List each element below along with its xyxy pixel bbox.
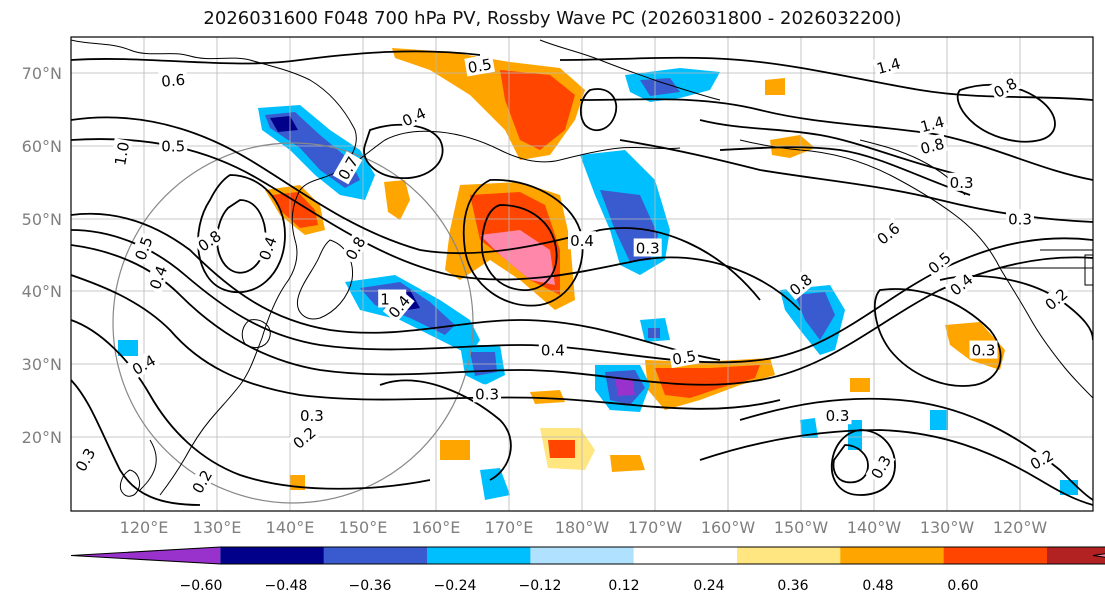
map-panel: 0.50.60.40.51.00.8 0.4 0.30.4 0.50.30.30.20… (71, 37, 1093, 511)
colorbar-segment (840, 547, 945, 564)
contour-label: 0.8 (916, 133, 948, 159)
contour-label-text: 0.5 (161, 137, 185, 155)
lat-tick-label: 40°N (22, 282, 62, 301)
lat-tick-label: 70°N (22, 64, 62, 83)
colorbar-extend-left (71, 547, 221, 564)
colorbar-segment (530, 547, 635, 564)
contour-label: 0.5 (159, 136, 188, 155)
contour-label: 0.4 (253, 231, 281, 265)
colorbar-segment (633, 547, 738, 564)
contour-label: 0.3 (297, 406, 326, 425)
colorbar-tick-label: 0.60 (947, 578, 978, 594)
contour-label-text: 0.4 (570, 232, 594, 250)
contour-label-text: 0.8 (919, 135, 947, 159)
colorbar-segment (323, 547, 428, 564)
contour-label: 1.0 (109, 138, 133, 169)
lon-tick-label: 170°W (628, 518, 683, 537)
lon-axis: 120°E 130°E 140°E 150°E 160°E 170°E 180°… (120, 518, 1048, 537)
contour-label: 0.5 (464, 53, 495, 77)
contour-label: 0.3 (969, 340, 998, 360)
lat-axis: 70°N 60°N 50°N 40°N 30°N 20°N (22, 64, 62, 447)
contour-label: 0.7 (332, 151, 363, 185)
contour-label: 0.3 (473, 384, 502, 403)
contour-label: 0.3 (1006, 209, 1034, 228)
lon-tick-label: 120°W (993, 518, 1048, 537)
contour-label-text: 0.5 (671, 347, 698, 369)
contour-label: 0.3 (633, 238, 662, 257)
colorbar-tick-label: −0.12 (519, 578, 562, 594)
contour-label-text: 0.3 (950, 174, 974, 192)
colorbar-outline (70, 546, 1105, 565)
contour-label-text: 0.3 (972, 342, 996, 360)
lon-tick-label: 160°W (701, 518, 756, 537)
lat-tick-label: 50°N (22, 210, 62, 229)
colorbar-tick-label: −0.60 (180, 578, 223, 594)
contour-label: 0.6 (158, 69, 188, 91)
plot-title: 2026031600 F048 700 hPa PV, Rossby Wave … (203, 8, 902, 29)
colorbar-tick-label: 0.12 (608, 578, 639, 594)
contour-label: 0.3 (947, 172, 976, 192)
contour-label-text: 0.3 (1008, 210, 1032, 228)
colorbar-segment (1047, 547, 1105, 564)
contour-label: 0.8 (988, 72, 1022, 102)
colorbar-ticks: −0.60 −0.48 −0.36 −0.24 −0.12 0.12 0.24 … (180, 578, 979, 594)
lat-tick-label: 60°N (22, 137, 62, 156)
colorbar-tick-label: −0.48 (265, 578, 308, 594)
lon-tick-label: 160°E (412, 518, 461, 537)
contour-label-text: 0.3 (636, 239, 660, 257)
colorbar-tick-label: −0.36 (349, 578, 392, 594)
colorbar-segment (220, 547, 325, 564)
contour-label-text: 1.4 (875, 54, 903, 78)
lon-tick-label: 150°W (774, 518, 829, 537)
colorbar-tick-label: 0.36 (777, 578, 808, 594)
lat-tick-label: 20°N (22, 428, 62, 447)
pv-contours (71, 50, 1093, 506)
contour-label: 0.4 (568, 231, 596, 250)
colorbar-tick-label: −0.24 (434, 578, 477, 594)
colorbar-segment (737, 547, 841, 564)
contour-label: 0.4 (538, 340, 567, 360)
lon-tick-label: 140°W (847, 518, 902, 537)
lat-tick-label: 30°N (22, 355, 62, 374)
contour-label-text: 1.0 (111, 140, 133, 167)
colorbar-segment (427, 547, 531, 564)
lon-tick-label: 120°E (120, 518, 169, 537)
lon-tick-label: 130°W (920, 518, 975, 537)
lon-tick-label: 140°E (266, 518, 315, 537)
contour-label: 1.4 (872, 52, 905, 78)
colorbar-segment (943, 547, 1048, 564)
colorbar-tick-label: 0.48 (862, 578, 893, 594)
contour-label-text: 0.4 (541, 342, 565, 360)
map-frame (70, 36, 1094, 512)
colorbar (70, 546, 1105, 565)
contour-label-text: 0.3 (300, 407, 324, 425)
lon-tick-label: 170°E (485, 518, 534, 537)
contour-label-text: 0.6 (161, 71, 186, 91)
contour-labels: 0.50.60.40.51.00.8 0.4 0.30.4 0.50.30.30.20… (71, 52, 1073, 498)
lon-tick-label: 150°E (339, 518, 388, 537)
colorbar-tick-label: 0.24 (693, 578, 724, 594)
contour-label: 0.3 (823, 406, 852, 425)
contour-label-text: 1.4 (919, 113, 947, 137)
contour-label-text: 0.5 (466, 55, 493, 77)
contour-label: 1.4 (916, 111, 948, 137)
contour-label: 0.5 (668, 345, 700, 369)
contour-label-text: 0.3 (475, 385, 499, 403)
contour-label-text: 0.3 (826, 407, 850, 425)
lon-tick-label: 180°W (555, 518, 610, 537)
lon-tick-label: 130°E (193, 518, 242, 537)
